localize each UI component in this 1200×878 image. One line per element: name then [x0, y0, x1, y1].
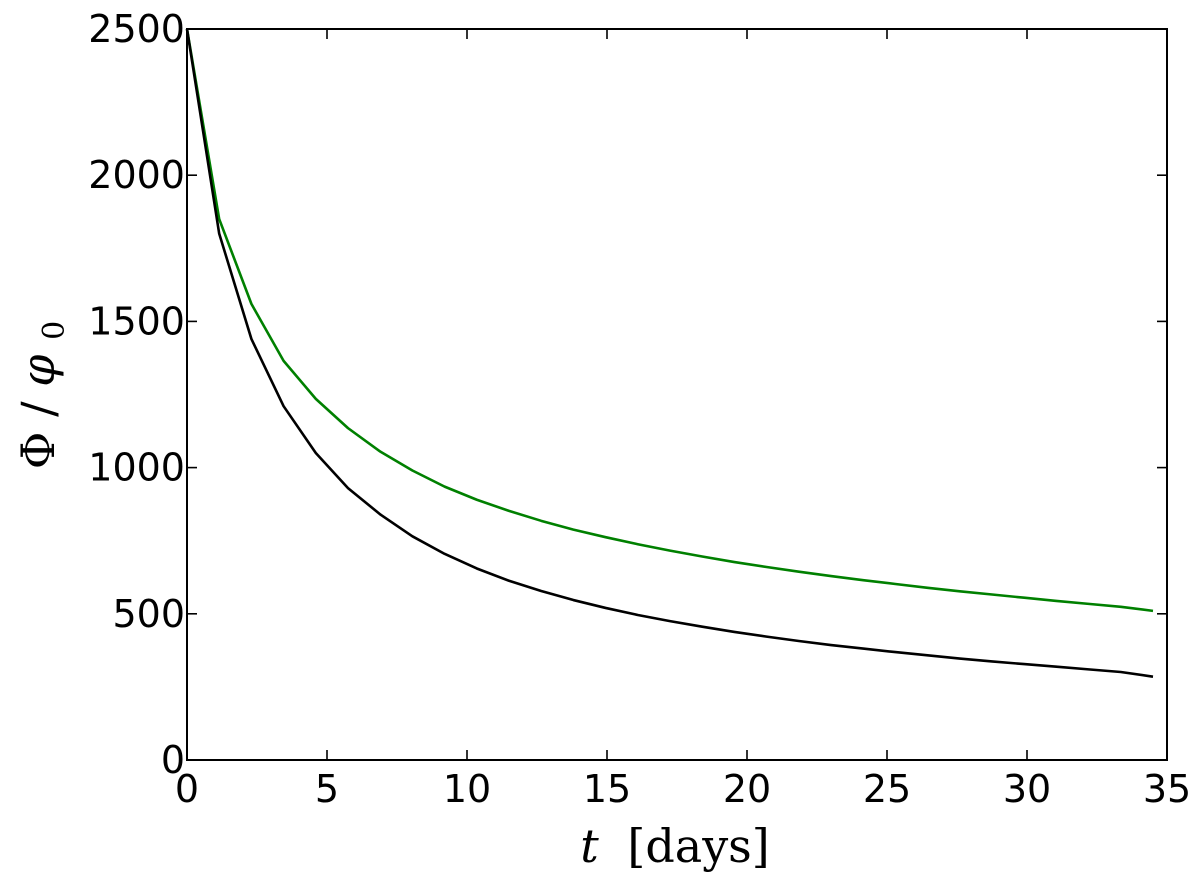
x-axis-unit: [days]	[627, 819, 769, 873]
y-axis-numerator: Φ	[11, 431, 65, 469]
x-axis-label: t [days]	[580, 819, 769, 873]
x-tick-label: 30	[1003, 767, 1051, 811]
x-tick-label: 35	[1143, 767, 1191, 811]
series-layer	[185, 28, 1154, 678]
x-axis-variable: t	[580, 819, 599, 873]
y-tick-label: 1500	[88, 299, 185, 343]
series-line-1	[185, 28, 1154, 613]
y-axis-slash: /	[11, 401, 65, 417]
y-axis-denominator: φ	[11, 354, 65, 387]
x-tick-label: 20	[723, 767, 771, 811]
y-tick-label: 2000	[88, 153, 185, 197]
y-tick-label: 0	[161, 738, 185, 782]
y-tick-label: 2500	[88, 7, 185, 51]
x-tick-label: 0	[175, 767, 199, 811]
x-tick-label: 25	[863, 767, 911, 811]
y-axis-subscript: 0	[37, 321, 72, 340]
y-tick-label: 500	[112, 592, 185, 636]
y-tick-label: 1000	[88, 446, 185, 490]
x-tick-label: 10	[443, 767, 491, 811]
plot-frame	[186, 28, 1168, 761]
ticks-layer	[186, 28, 1168, 761]
x-tick-label: 15	[583, 767, 631, 811]
tick-labels-layer: 0 5 10 15 20 25 30 35 0 500 1000 1500 2000 2500	[88, 7, 1191, 811]
x-tick-label: 5	[315, 767, 339, 811]
series-line-2	[185, 28, 1154, 678]
y-axis-label: Φ / φ 0	[11, 321, 72, 469]
